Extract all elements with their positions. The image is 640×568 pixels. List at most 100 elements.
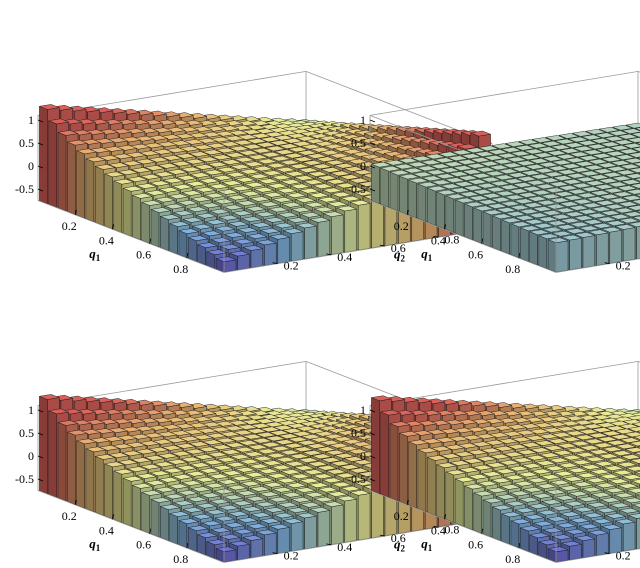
x-axis-label: q1 [89, 536, 101, 553]
bar-front-face [76, 150, 85, 219]
bar-front-face [150, 499, 160, 538]
x-tick-label: 0.4 [99, 233, 114, 247]
bar-side-face [357, 203, 371, 251]
z-tick-label: -0.5 [15, 182, 34, 196]
bar-front-face [141, 491, 151, 534]
bar-front-face [454, 199, 464, 237]
bar-front-face [132, 194, 141, 241]
x-axis-label: q1 [421, 246, 433, 263]
bar-front-face [141, 201, 151, 244]
bar-front-face [389, 171, 399, 212]
z-tick-label: -0.5 [15, 472, 34, 486]
bar-front-face [464, 203, 473, 241]
bar-side-face [290, 231, 304, 262]
bar-front-face [169, 223, 178, 255]
bar-top-face [292, 156, 314, 163]
bar-front-face [48, 120, 58, 208]
z-tick [369, 119, 376, 123]
bar-side-face [250, 248, 264, 269]
bar-top-face [268, 140, 291, 146]
bar-side-face [555, 240, 569, 273]
bar-side-face [357, 493, 371, 541]
bar-side-face [582, 235, 596, 269]
bar-front-face [150, 209, 160, 248]
bar-side-face [569, 237, 582, 271]
bar-front-face [113, 180, 123, 233]
bar-top-face [228, 145, 250, 152]
bar-front-face [178, 520, 188, 549]
bar-front-face [104, 173, 113, 230]
bar-front-face [132, 484, 141, 531]
bar-front-face [399, 175, 408, 215]
bar-top-face [201, 149, 224, 156]
x-axis-label: q1 [89, 246, 101, 263]
bar-front-face [197, 534, 206, 556]
bar-side-face [304, 515, 317, 550]
bar-front-face [113, 470, 123, 523]
bar-front-face [57, 421, 67, 502]
bar-side-face [237, 253, 250, 271]
bar-front-face [160, 216, 169, 251]
bar-top-face [251, 147, 273, 154]
x-tick-label: 0.8 [173, 262, 188, 276]
bar-top-face [269, 155, 292, 162]
bar [215, 256, 237, 273]
bar-front-face [482, 211, 492, 248]
bar-front-face [85, 158, 95, 223]
bar-side-face [317, 220, 331, 258]
bar-front-face [85, 448, 95, 513]
z-tick-label: 1 [28, 113, 34, 127]
bar-side-face [622, 227, 636, 262]
z-tick-label: 0 [28, 449, 34, 463]
bar-front-face [48, 410, 58, 498]
bar-top-face [246, 154, 269, 160]
y-tick-label: 0.4 [337, 540, 352, 554]
x-tick-label: 0.6 [468, 248, 483, 262]
bar-front-face [122, 477, 132, 527]
bar-side-face [237, 543, 250, 561]
bar-front-face [57, 131, 67, 212]
bar-top-face [305, 153, 328, 159]
bar-front-face [94, 166, 104, 226]
y-tick-label: 0.4 [337, 250, 352, 264]
bar-side-face [331, 504, 344, 545]
bar-top-face [315, 156, 337, 163]
z-tick-label: 0 [360, 159, 366, 173]
bar-front-face [94, 456, 104, 516]
bar-top-face [255, 141, 277, 148]
x-tick-label: 0.8 [505, 262, 520, 276]
z-tick-label: 1 [28, 403, 34, 417]
x-tick-label: 0.8 [173, 552, 188, 566]
bar-top-face [188, 151, 210, 157]
bar-top-face [277, 143, 300, 149]
bar-front-face [445, 195, 455, 233]
bar-top-face [233, 156, 256, 163]
bar-front-face [187, 527, 197, 552]
bar-front-face [501, 219, 510, 255]
bar-front-face [67, 431, 76, 505]
bar-side-face [264, 242, 277, 266]
x-tick-label: 0.4 [99, 523, 114, 537]
bar-side-face [304, 225, 317, 260]
bar-front-face [104, 463, 113, 520]
bar-front-face [519, 227, 529, 262]
z-tick-label: 1 [360, 113, 366, 127]
bar-front-face [67, 141, 76, 215]
bar-front-face [436, 191, 445, 230]
x-tick-label: 0.2 [394, 219, 409, 233]
bar-front-face [426, 187, 436, 226]
bar-top-face [256, 158, 278, 165]
bar-top-face [260, 151, 282, 158]
bar-front-face [492, 215, 501, 251]
bar-front-face [538, 235, 548, 269]
bar-front-face [417, 183, 427, 223]
bar-top-face [264, 145, 287, 152]
bar-top-face [237, 150, 260, 156]
y-tick-label: 0.2 [284, 549, 299, 563]
bar-front-face [380, 167, 390, 208]
box-edge [369, 71, 639, 116]
bar-front-face [473, 207, 483, 244]
bar [547, 237, 569, 273]
bar-side-face [596, 232, 609, 266]
